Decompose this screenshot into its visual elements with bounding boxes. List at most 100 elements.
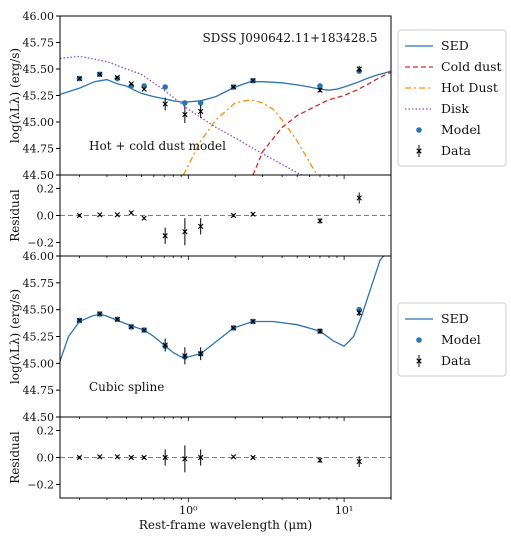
legend-label: SED xyxy=(441,311,469,326)
data-point xyxy=(197,108,204,115)
legend-label: Data xyxy=(441,143,471,158)
data-point xyxy=(114,74,121,81)
model-point xyxy=(182,100,188,106)
x-tick-label: 10⁰ xyxy=(179,504,198,517)
legend-key xyxy=(416,148,422,154)
y-tick-label: 0.0 xyxy=(37,452,55,465)
legend xyxy=(397,302,507,377)
y-tick-label: 45.75 xyxy=(23,37,55,50)
data-point xyxy=(97,71,103,77)
data-point xyxy=(230,454,237,460)
data-point xyxy=(250,318,256,325)
y-tick-label: −0.2 xyxy=(27,479,54,492)
data-point xyxy=(182,353,188,359)
legend xyxy=(397,29,507,167)
data-point xyxy=(76,75,83,82)
data-point xyxy=(182,456,188,462)
data-point xyxy=(141,215,147,221)
series-sed xyxy=(60,70,391,103)
y-tick-label: 44.75 xyxy=(23,384,55,397)
panel-4 xyxy=(56,416,392,502)
y-tick-label: 46.00 xyxy=(23,10,55,23)
data-point xyxy=(250,454,256,461)
data-point xyxy=(230,212,237,219)
data-point xyxy=(128,81,134,87)
data-point xyxy=(317,87,323,93)
x-axis-label: Rest-frame wavelength (μm) xyxy=(139,518,312,532)
data-point xyxy=(250,77,256,84)
data-point xyxy=(162,233,168,239)
panel-annotation: Cubic spline xyxy=(89,380,164,394)
y-tick-label: 45.00 xyxy=(23,357,55,370)
panel-2 xyxy=(56,174,392,260)
data-point xyxy=(128,454,134,461)
y-tick-label: 0.0 xyxy=(37,210,55,223)
legend-box xyxy=(397,29,507,167)
data-point xyxy=(162,454,168,461)
series-cold-dust xyxy=(252,71,391,175)
legend-label: SED xyxy=(441,38,469,53)
data-point xyxy=(162,342,168,348)
y-tick-label: −0.2 xyxy=(27,237,54,250)
legend-label: Cold dust xyxy=(441,59,502,74)
panel-annotation: Hot + cold dust model xyxy=(89,139,226,153)
y-tick-label: 44.50 xyxy=(23,169,55,182)
legend-label: Model xyxy=(441,332,481,347)
data-point xyxy=(317,328,323,334)
y-tick-label: 45.50 xyxy=(23,63,55,76)
data-point xyxy=(141,454,147,461)
axes-frame xyxy=(59,416,392,499)
plot-area xyxy=(60,445,391,473)
data-point xyxy=(317,218,323,224)
data-point xyxy=(114,212,121,218)
y-axis-label: Residual xyxy=(8,189,22,242)
legend-box xyxy=(397,302,507,377)
y-axis-label: log(λLλ) (erg/s) xyxy=(8,289,22,384)
data-point xyxy=(250,211,256,217)
y-tick-label: 0.2 xyxy=(37,183,55,196)
legend-label: Data xyxy=(441,353,471,368)
data-point xyxy=(76,212,83,219)
y-tick-label: 45.25 xyxy=(23,331,55,344)
data-point xyxy=(128,210,134,216)
data-point xyxy=(128,324,134,330)
data-point xyxy=(97,454,103,460)
plot-area xyxy=(60,55,391,175)
y-axis-label: Residual xyxy=(8,431,22,484)
data-point xyxy=(317,457,323,463)
panel-1 xyxy=(56,15,392,179)
data-point xyxy=(182,229,188,235)
y-tick-label: 46.00 xyxy=(23,250,55,263)
plot-area xyxy=(60,256,385,365)
legend-key xyxy=(416,337,422,343)
data-point xyxy=(197,454,204,461)
model-point xyxy=(317,83,323,89)
data-point xyxy=(197,223,204,229)
series-sed xyxy=(60,256,385,362)
data-point xyxy=(76,454,83,461)
y-axis-label: log(λLλ) (erg/s) xyxy=(8,48,22,143)
legend-key xyxy=(416,127,422,133)
data-point xyxy=(182,111,188,118)
plot-area xyxy=(60,192,391,246)
data-point xyxy=(356,310,362,316)
y-tick-label: 45.00 xyxy=(23,116,55,129)
legend-key xyxy=(416,358,422,364)
data-point xyxy=(141,327,147,333)
data-point xyxy=(197,350,204,357)
x-tick-label: 10¹ xyxy=(335,504,353,517)
model-point xyxy=(197,100,204,106)
data-point xyxy=(114,454,121,460)
y-tick-label: 44.75 xyxy=(23,143,55,156)
chart-title: SDSS J090642.11+183428.5 xyxy=(203,31,378,45)
model-point xyxy=(162,84,168,90)
y-tick-label: 45.75 xyxy=(23,277,55,290)
data-point xyxy=(356,66,362,72)
data-point xyxy=(356,195,362,201)
y-tick-label: 45.50 xyxy=(23,304,55,317)
series-disk xyxy=(60,55,302,175)
series-hot-dust xyxy=(182,99,318,175)
data-point xyxy=(97,311,103,317)
y-tick-label: 44.50 xyxy=(23,411,55,424)
data-point xyxy=(76,317,83,324)
